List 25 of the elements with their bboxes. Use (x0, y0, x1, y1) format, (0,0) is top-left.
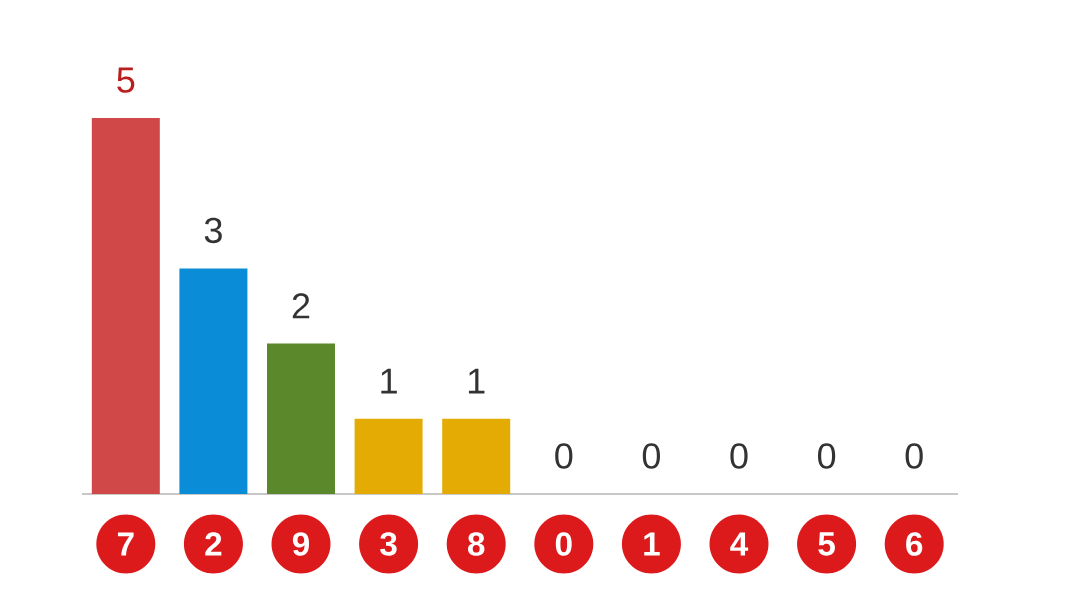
data-label: 2 (292, 293, 310, 319)
data-label: 0 (642, 443, 660, 469)
bar (267, 343, 336, 494)
x-tick-label: 5 (818, 532, 835, 556)
bar (354, 418, 423, 494)
data-label: 1 (468, 368, 485, 394)
data-label: 0 (817, 443, 836, 469)
x-tick-label: 8 (468, 532, 485, 556)
x-tick-label: 3 (380, 532, 397, 556)
data-label: 5 (117, 67, 135, 93)
x-tick-label: 6 (906, 532, 923, 556)
x-tick-label: 0 (555, 532, 572, 556)
x-tick-label: 4 (730, 532, 749, 556)
data-label: 0 (555, 443, 573, 469)
data-label: 1 (381, 368, 397, 394)
data-label: 0 (730, 443, 748, 469)
x-tick-label: 1 (644, 532, 660, 556)
bar (91, 118, 160, 494)
data-label: 3 (204, 217, 222, 244)
x-tick-label: 9 (292, 532, 310, 556)
data-label: 0 (905, 443, 923, 469)
x-tick-label: 7 (117, 532, 134, 556)
bar (442, 418, 511, 494)
x-tick-label: 2 (205, 532, 222, 556)
bar (179, 268, 248, 494)
